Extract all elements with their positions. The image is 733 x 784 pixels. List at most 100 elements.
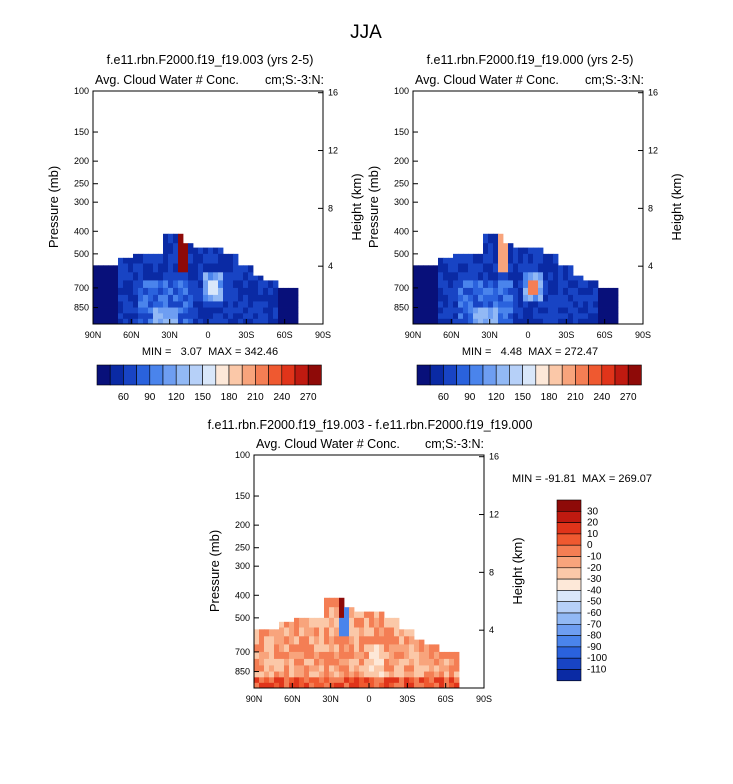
panel2-cell bbox=[433, 265, 439, 273]
panel3-cell bbox=[329, 597, 335, 608]
panel1-cell bbox=[118, 272, 124, 281]
panel3-ytick-label: 200 bbox=[235, 520, 250, 530]
panel2-cell bbox=[568, 287, 574, 296]
panel3-cell bbox=[339, 671, 345, 678]
panel1-cell bbox=[163, 233, 169, 244]
panel3-cell bbox=[379, 627, 385, 637]
panel1-cell bbox=[128, 313, 134, 320]
panel3-cell bbox=[384, 658, 390, 666]
panel2-cell bbox=[573, 275, 579, 281]
panel2-cell bbox=[413, 294, 419, 302]
panel1-cell bbox=[148, 307, 154, 314]
panel1-cell bbox=[133, 307, 139, 314]
panel3-cell bbox=[274, 665, 280, 672]
panel2-cell bbox=[518, 287, 524, 296]
panel2-cell bbox=[563, 318, 569, 325]
panel3-cell bbox=[279, 644, 285, 653]
panel1-cell bbox=[278, 318, 284, 325]
panel3-cell bbox=[444, 677, 450, 684]
panel2-cell bbox=[513, 263, 519, 273]
panel1-cell bbox=[173, 294, 179, 302]
panel2-cell bbox=[468, 313, 474, 320]
panel1-cell bbox=[143, 294, 149, 302]
panel3-cell bbox=[339, 617, 345, 628]
panel1-cell bbox=[253, 318, 259, 325]
panel2-cell bbox=[448, 294, 454, 302]
panel1-cell bbox=[138, 253, 144, 264]
panel3-cell bbox=[284, 682, 290, 689]
panel1-cell bbox=[223, 318, 229, 325]
panel2-cell bbox=[438, 318, 444, 325]
panel2-cell bbox=[568, 301, 574, 308]
panel2-cell bbox=[478, 294, 484, 302]
panel3-cell bbox=[344, 671, 350, 678]
panel2-cell bbox=[508, 243, 514, 255]
panel3-cell bbox=[394, 677, 400, 684]
panel1-colorbar-box bbox=[96, 364, 111, 386]
panel3-cell bbox=[299, 651, 305, 660]
panel2-cell bbox=[453, 318, 459, 325]
panel1-cell bbox=[93, 287, 99, 296]
panel1-cell bbox=[148, 280, 154, 289]
panel3-cell bbox=[409, 682, 415, 689]
panel2-cell bbox=[433, 318, 439, 325]
panel1-cell bbox=[168, 263, 174, 273]
panel3-cell bbox=[294, 665, 300, 672]
panel2-cell bbox=[493, 243, 499, 255]
panel1-cell bbox=[93, 294, 99, 302]
panel2-cell bbox=[478, 253, 484, 264]
panel1-cell bbox=[253, 280, 259, 289]
panel3-cell bbox=[429, 658, 435, 666]
panel2-cell bbox=[518, 247, 524, 255]
panel1-cell bbox=[263, 280, 269, 289]
panel2-cell bbox=[433, 313, 439, 320]
panel3-cell bbox=[309, 682, 315, 689]
panel3-cell bbox=[339, 607, 345, 619]
panel1-cell bbox=[208, 280, 214, 289]
panel1-cell bbox=[223, 287, 229, 296]
panel3-cell bbox=[359, 671, 365, 678]
panel1-cell bbox=[143, 272, 149, 281]
panel3-cell bbox=[259, 629, 265, 637]
panel2-cell bbox=[588, 294, 594, 302]
panel3-cell bbox=[334, 677, 340, 684]
panel3-cell bbox=[354, 665, 360, 672]
panel2-cell bbox=[498, 243, 504, 255]
panel3-colorbar-box bbox=[556, 522, 582, 535]
panel1-colorbar-label: 60 bbox=[118, 392, 130, 403]
panel3-cell bbox=[369, 627, 375, 637]
panel1-cell bbox=[113, 318, 119, 325]
panel1-cell bbox=[173, 301, 179, 308]
panel3-cell bbox=[394, 682, 400, 689]
panel1-stats: MIN = 3.07 MAX = 342.46 bbox=[142, 346, 278, 358]
panel2-cell bbox=[428, 287, 434, 296]
panel3-cell bbox=[344, 607, 350, 619]
panel3-cell bbox=[344, 644, 350, 653]
panel2-cell bbox=[433, 272, 439, 281]
panel2-cell bbox=[488, 263, 494, 273]
panel1-xtick-label: 60S bbox=[277, 330, 293, 340]
panel3-cell bbox=[294, 627, 300, 637]
panel3-cell bbox=[394, 627, 400, 637]
panel3-cell bbox=[374, 658, 380, 666]
panel1-cell bbox=[288, 307, 294, 314]
panel1-cell bbox=[138, 263, 144, 273]
panel2-cell bbox=[548, 313, 554, 320]
panel1-cell bbox=[233, 313, 239, 320]
panel2-cell bbox=[548, 287, 554, 296]
panel2-cell bbox=[498, 294, 504, 302]
panel3-cell bbox=[379, 644, 385, 653]
panel2-cell bbox=[488, 280, 494, 289]
panel2-cell bbox=[588, 318, 594, 325]
panel3-cell bbox=[354, 671, 360, 678]
panel2-cell bbox=[473, 318, 479, 325]
panel3-cell bbox=[309, 665, 315, 672]
panel2-cell bbox=[453, 272, 459, 281]
panel2-cell bbox=[493, 233, 499, 244]
panel3-cell bbox=[274, 671, 280, 678]
panel3-cell bbox=[269, 677, 275, 684]
panel1-cell bbox=[198, 294, 204, 302]
panel2-rtick-label: 12 bbox=[648, 146, 658, 156]
panel1-rtick-label: 16 bbox=[328, 88, 338, 98]
